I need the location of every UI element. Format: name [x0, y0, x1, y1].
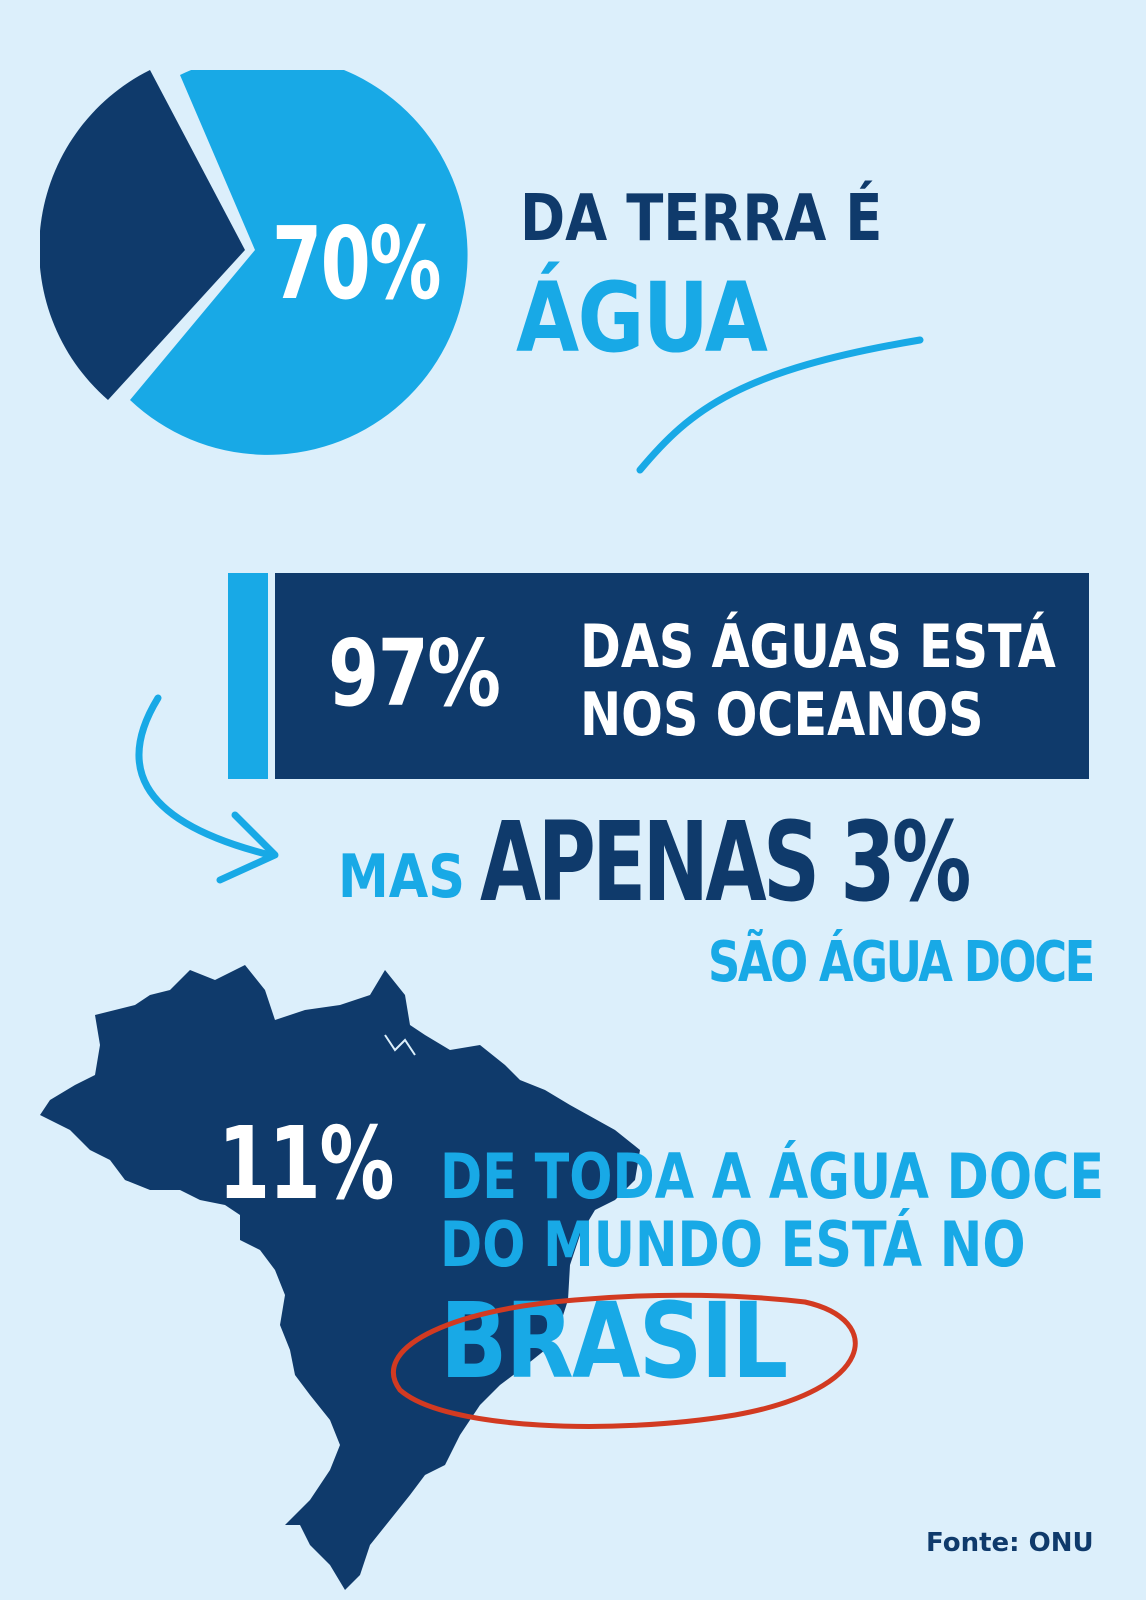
section4-line2: DO MUNDO ESTÁ NO — [440, 1208, 1026, 1281]
section2-line2: NOS OCEANOS — [580, 680, 984, 750]
percent-97: 97% — [328, 620, 501, 727]
source-credit: Fonte: ONU — [926, 1528, 1094, 1558]
section4-line1: DE TODA A ÁGUA DOCE — [440, 1140, 1105, 1213]
percent-11: 11% — [218, 1105, 395, 1222]
pie-slice-water — [130, 70, 468, 455]
box-accent-strip — [228, 573, 268, 779]
brazil-map-icon — [40, 965, 640, 1590]
pie-chart — [40, 70, 468, 455]
section3-main: APENAS 3% — [480, 798, 971, 926]
section4-highlight: BRASIL — [440, 1280, 788, 1402]
swoosh-decoration — [636, 336, 924, 474]
percent-70: 70% — [272, 205, 441, 322]
section1-line2: ÁGUA — [516, 262, 768, 374]
section3-sub: SÃO ÁGUA DOCE — [708, 930, 1095, 995]
section1-line1: DA TERRA É — [520, 182, 883, 256]
curved-arrow-icon — [135, 694, 279, 884]
red-circle-highlight — [391, 1292, 858, 1429]
section3-prefix: MAS — [338, 842, 465, 912]
oceans-box — [275, 573, 1089, 779]
section2-line1: DAS ÁGUAS ESTÁ — [580, 612, 1056, 682]
pie-slice-land — [40, 70, 245, 400]
